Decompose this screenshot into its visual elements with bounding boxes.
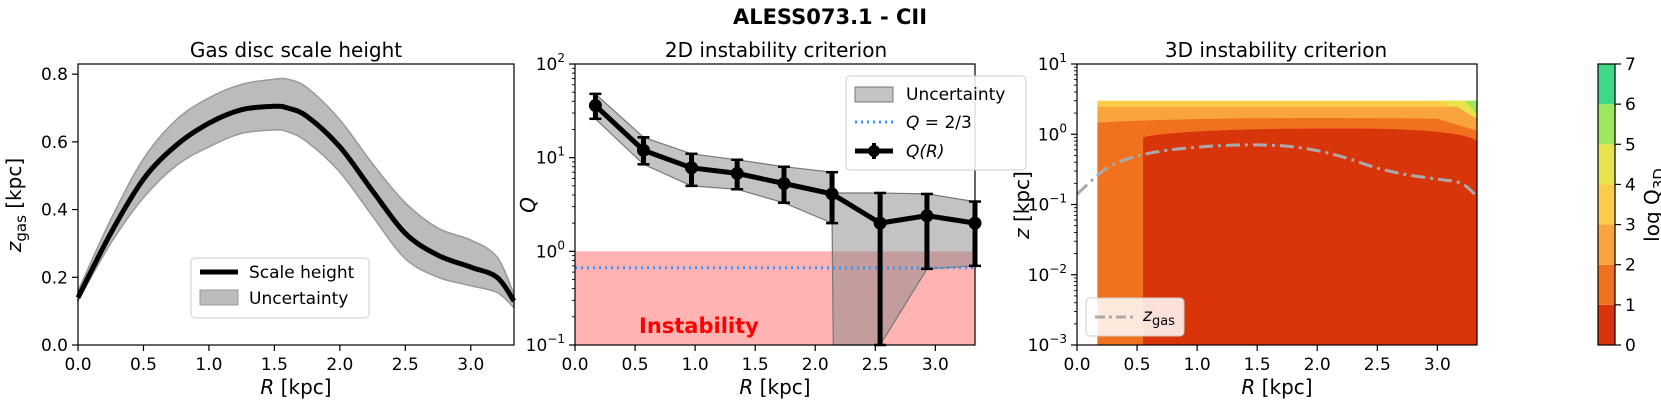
p2-xtick-label: 0.0 — [561, 355, 588, 375]
p2-q-point — [685, 161, 699, 175]
p1-ytick-label: 0.4 — [41, 201, 68, 221]
p3-colorbar-segment — [1598, 64, 1615, 105]
p3-ytick-label: 10−2 — [1028, 262, 1067, 286]
p3-xtick-label: 3.0 — [1424, 355, 1451, 375]
p2-q-point — [873, 216, 887, 230]
p2-q-point — [777, 176, 791, 190]
p2-instability-label: Instability — [639, 314, 759, 338]
p1-axes-frame — [77, 63, 515, 346]
p3-colorbar-segment — [1598, 264, 1615, 305]
p3-colorbar-segment — [1598, 144, 1615, 185]
p2-xtick-label: 1.5 — [742, 355, 769, 375]
p1-ytick-label: 0.6 — [41, 133, 68, 153]
p2-xtick-label: 1.0 — [682, 355, 709, 375]
p1-ytick-label: 0.0 — [41, 336, 68, 356]
p3-ytick-label: 10−1 — [1028, 192, 1067, 216]
p3-colorbar — [1598, 64, 1615, 345]
p1-legend-band-swatch — [199, 289, 239, 306]
p2-q-point — [825, 187, 839, 201]
p2-axes-frame — [574, 63, 976, 346]
p3-ytick-label: 101 — [1038, 51, 1067, 75]
p1-legend-uncertainty: Uncertainty — [249, 289, 348, 309]
p2-xtick-label: 2.5 — [862, 355, 889, 375]
panel-scale-height: Gas disc scale height 0.0 0.5 1.0 1.5 2.0 2.5… — [2, 38, 517, 399]
p1-xtick-label: 2.5 — [392, 355, 419, 375]
p3-legend: zgas — [1085, 297, 1185, 337]
p3-xtick-label: 1.5 — [1244, 355, 1271, 375]
p1-ytick-label: 0.2 — [41, 268, 68, 288]
p2-q-point — [636, 143, 650, 157]
p1-xtick-label: 2.0 — [326, 355, 353, 375]
p2-q-point — [730, 166, 744, 180]
p2-legend-uncertainty: Uncertainty — [906, 85, 1005, 105]
p1-xtick-label: 3.0 — [457, 355, 484, 375]
p2-legend: Uncertainty Q = 2/3 Q(R) — [845, 75, 1027, 171]
p2-q-point — [588, 99, 602, 113]
p3-colorbar-tick-label: 2 — [1625, 256, 1636, 276]
p3-contour-level-0 — [1143, 128, 1477, 345]
p3-xtick-label: 2.5 — [1364, 355, 1391, 375]
p3-ytick-label: 100 — [1038, 121, 1067, 145]
p2-xtick-label: 3.0 — [922, 355, 949, 375]
p2-ytick-label: 102 — [536, 51, 565, 75]
p3-title: 3D instability criterion — [1165, 38, 1387, 62]
p2-xtick-label: 2.0 — [802, 355, 829, 375]
p3-xtick-label: 0.5 — [1124, 355, 1151, 375]
p2-ylabel: Q — [516, 197, 540, 213]
p1-xtick-label: 0.0 — [64, 355, 91, 375]
p3-colorbar-tick-label: 3 — [1625, 216, 1636, 236]
p2-ytick-label: 101 — [536, 145, 565, 169]
panel-2d-instability: 2D instability criterion Instability 0.0… — [516, 38, 1027, 399]
p3-colorbar-tick-label: 5 — [1625, 135, 1636, 155]
p2-xtick-label: 0.5 — [622, 355, 649, 375]
figure-suptitle: ALESS073.1 - CII — [733, 5, 927, 29]
p2-ytick-label: 10−1 — [526, 332, 565, 356]
p3-colorbar-segment — [1598, 184, 1615, 225]
p3-zgas-curve — [1076, 143, 1479, 198]
p3-colorbar-segment — [1598, 224, 1615, 265]
p2-title: 2D instability criterion — [665, 38, 887, 62]
p3-colorbar-tick-label: 7 — [1625, 55, 1636, 75]
p3-xtick-label: 0.0 — [1063, 355, 1090, 375]
p2-legend-q-ref: Q = 2/3 — [906, 113, 972, 133]
p1-xtick-label: 1.0 — [195, 355, 222, 375]
p1-xtick-label: 1.5 — [261, 355, 288, 375]
p1-legend: Scale height Uncertainty — [190, 257, 370, 319]
p2-q-point — [920, 209, 934, 223]
p1-xlabel: R [kpc] — [260, 375, 331, 399]
p1-scale-height-line — [75, 103, 517, 303]
p2-legend-q-marker — [868, 145, 880, 157]
p2-legend-band-swatch — [854, 86, 894, 103]
p3-legend-zgas: zgas — [1142, 306, 1175, 329]
p2-ytick-label: 100 — [536, 238, 565, 262]
p3-contour-level-4 — [1437, 100, 1477, 121]
p3-xtick-label: 2.0 — [1304, 355, 1331, 375]
p3-colorbar-tick-label: 0 — [1625, 336, 1636, 356]
p3-colorbar-segment — [1598, 104, 1615, 145]
p3-ytick-label: 10−3 — [1028, 332, 1067, 356]
p3-colorbar-frame — [1597, 63, 1616, 346]
p2-xlabel: R [kpc] — [739, 375, 810, 399]
p3-ylabel: z [kpc] — [1010, 171, 1034, 240]
p3-colorbar-tick-label: 4 — [1625, 175, 1636, 195]
p1-title: Gas disc scale height — [190, 38, 402, 62]
p1-ytick-label: 0.8 — [41, 65, 68, 85]
p1-legend-scale-height: Scale height — [249, 263, 355, 283]
p3-xlabel: R [kpc] — [1241, 375, 1312, 399]
p3-colorbar-segment — [1598, 304, 1615, 345]
p1-xtick-label: 0.5 — [130, 355, 157, 375]
p3-colorbar-tick-label: 1 — [1625, 296, 1636, 316]
panel-3d-instability: 3D instability criterion 0.0 0.5 1.0 1.5 2.0… — [1010, 38, 1661, 399]
p2-legend-qr: Q(R) — [906, 142, 944, 162]
p3-xtick-label: 1.0 — [1184, 355, 1211, 375]
p3-colorbar-label: log Q3D — [1640, 168, 1661, 242]
p3-colorbar-tick-label: 6 — [1625, 95, 1636, 115]
p1-ylabel: zgas [kpc] — [2, 158, 30, 253]
